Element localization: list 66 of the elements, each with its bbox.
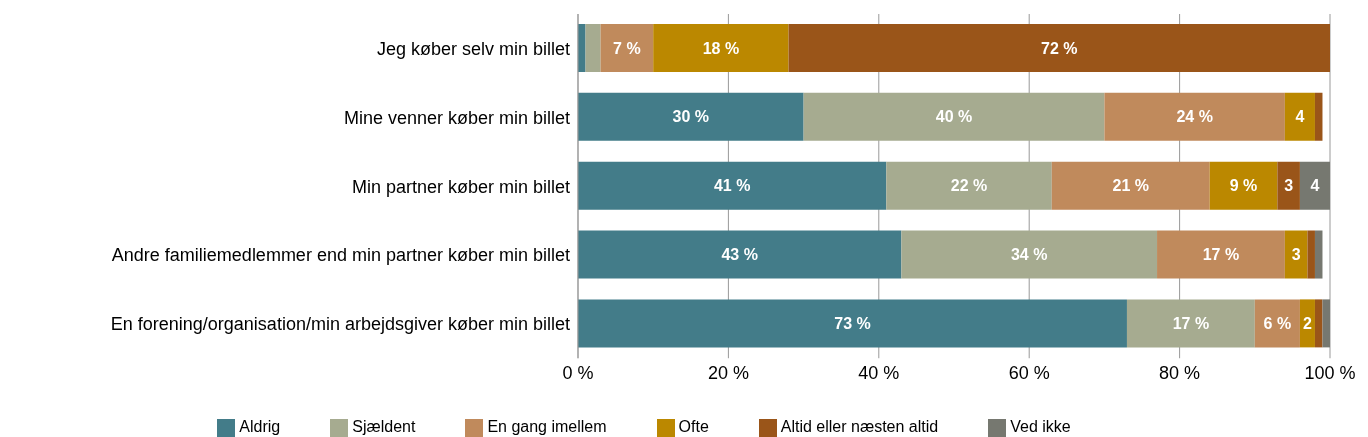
data-label: 17 % (1172, 314, 1210, 332)
bar (585, 24, 601, 72)
data-label: 7 % (613, 39, 641, 57)
y-tick-label: Andre familiemedlemmer end min partner køber min billet (111, 245, 570, 266)
bar (578, 161, 887, 210)
x-tick-label: 20 % (707, 363, 749, 384)
bar (1104, 92, 1285, 141)
bar (1157, 230, 1285, 279)
bar (1254, 299, 1300, 348)
data-label: 2 (1302, 314, 1312, 332)
bar (600, 24, 654, 72)
data-label: 41 % (713, 177, 751, 195)
bar (578, 92, 804, 141)
legend-label: Ofte (678, 418, 709, 436)
data-label: 72 % (1041, 39, 1078, 57)
data-label: 73 % (834, 314, 871, 332)
bar (1299, 161, 1330, 210)
bar (1284, 92, 1315, 141)
bar (1314, 92, 1323, 141)
x-tick-label: 60 % (1008, 363, 1050, 384)
data-label: 24 % (1176, 108, 1213, 126)
data-label: 3 (1284, 177, 1294, 195)
data-label: 3 (1291, 246, 1301, 264)
bar (1277, 161, 1300, 210)
x-tick-label: 0 % (562, 363, 594, 384)
data-label: 21 % (1112, 177, 1149, 195)
bar (1322, 299, 1330, 348)
data-label: 9 % (1229, 177, 1258, 195)
data-label: 18 % (702, 39, 740, 57)
legend-label: Aldrig (239, 418, 281, 436)
data-label: 4 (1295, 108, 1305, 126)
data-label: 4 (1310, 177, 1320, 195)
bar (1307, 230, 1315, 279)
data-label: 34 % (1010, 246, 1048, 264)
bar (1126, 299, 1255, 348)
bar (803, 92, 1105, 141)
bar (1209, 161, 1278, 210)
data-label: 22 % (950, 177, 988, 195)
legend-label: Ved ikke (1010, 418, 1071, 436)
bar (901, 230, 1158, 279)
legend-label: Altid eller næsten altid (780, 418, 939, 436)
y-tick-label: Mine venner køber min billet (343, 107, 570, 128)
y-tick-label: Min partner køber min billet (351, 176, 570, 197)
data-label: 6 % (1263, 314, 1292, 332)
bar (1051, 161, 1210, 210)
legend-label: Sjældent (352, 418, 416, 436)
data-label: 30 % (672, 108, 710, 126)
x-tick-label: 40 % (858, 363, 900, 384)
y-tick-label: Jeg køber selv min billet (376, 38, 570, 59)
bar (653, 24, 789, 72)
bar (1284, 230, 1308, 279)
data-label: 43 % (721, 246, 758, 264)
data-label: 17 % (1202, 246, 1240, 264)
legend-label: En gang imellem (487, 418, 607, 436)
bar (1314, 230, 1323, 279)
x-tick-label: 100 % (1304, 363, 1356, 384)
bar (578, 299, 1127, 348)
data-label: 40 % (935, 108, 973, 126)
bar (1314, 299, 1323, 348)
bar (578, 24, 586, 72)
bar (886, 161, 1052, 210)
bar (578, 230, 902, 279)
bar (1299, 299, 1315, 348)
bar (788, 24, 1330, 72)
x-tick-label: 80 % (1159, 363, 1201, 384)
y-tick-label: En forening/organisation/min arbejdsgiver køber min billet (110, 314, 570, 335)
